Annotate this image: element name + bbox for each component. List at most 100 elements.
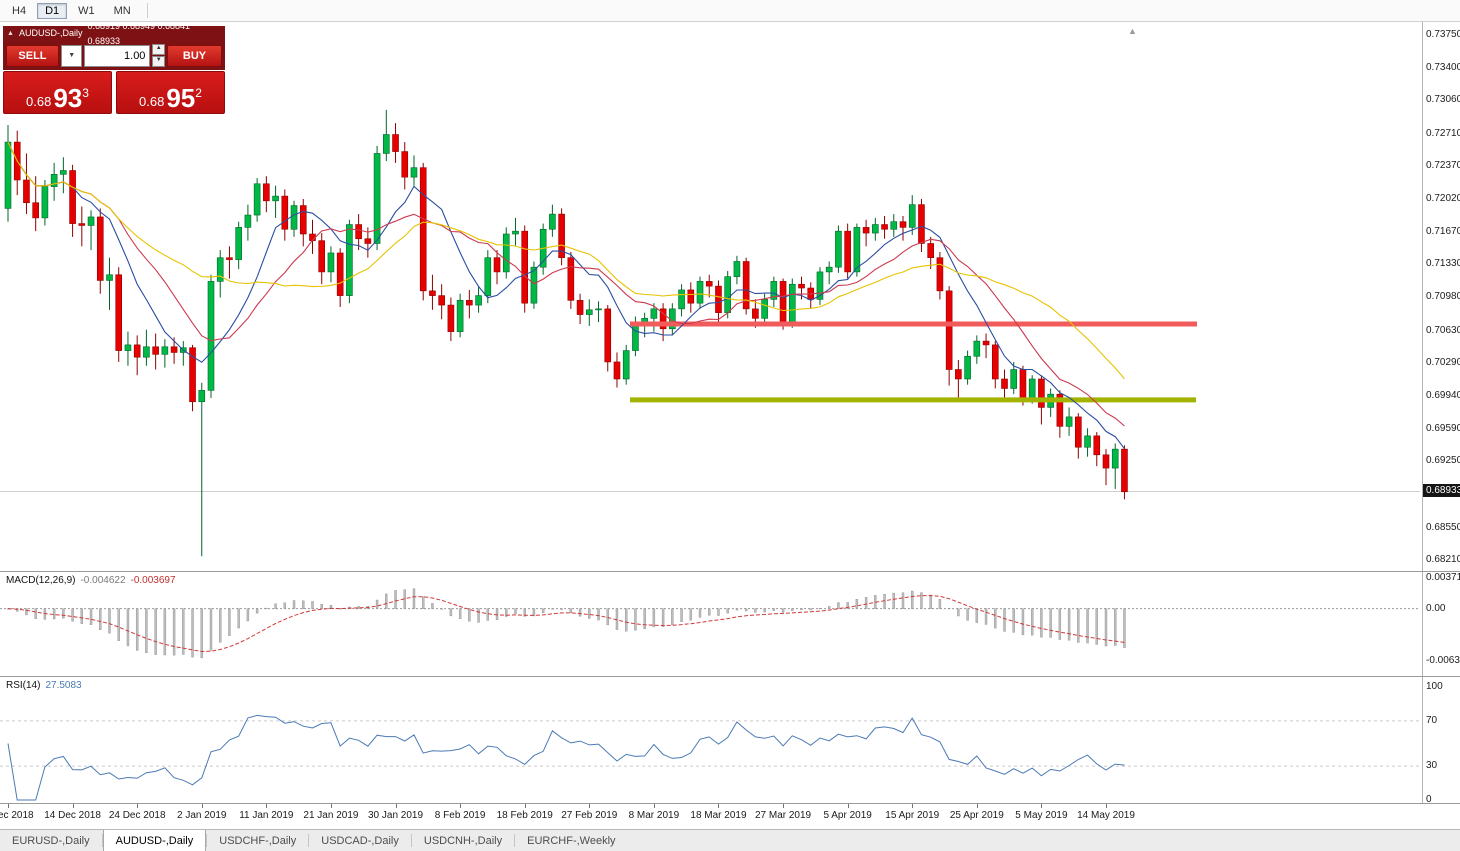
price-axis-label: 0.69590 — [1426, 423, 1460, 435]
date-axis-label: 11 Jan 2019 — [239, 810, 294, 821]
date-tick-mark — [8, 804, 9, 808]
date-tick-mark — [201, 804, 203, 808]
date-tick-mark — [460, 804, 462, 808]
date-tick-mark — [395, 804, 397, 808]
rsi-axis[interactable]: 100 70 30 0 — [1423, 677, 1460, 805]
price-axis-label: 0.73750 — [1426, 29, 1460, 40]
macd-signal-line — [7, 595, 1125, 653]
volume-stepper: ▲ ▼ — [152, 44, 166, 67]
tab-separator — [101, 834, 103, 847]
buy-price-prefix: 0.68 — [139, 94, 165, 109]
timeframe-h4-button[interactable]: H4 — [12, 4, 27, 17]
buy-price-button[interactable]: 0.68 95 2 — [116, 71, 225, 114]
buy-price-main: 95 — [166, 83, 196, 113]
date-axis-label: 27 Feb 2019 — [561, 810, 618, 821]
date-tick-mark — [1106, 804, 1107, 808]
price-chart-canvas[interactable] — [0, 22, 1423, 571]
price-axis-label: 0.71330 — [1426, 258, 1460, 270]
date-axis-label: 2 Jan 2019 — [177, 810, 227, 821]
price-axis-label: 0.72020 — [1426, 192, 1460, 204]
price-axis-label: 0.69250 — [1426, 455, 1460, 467]
date-axis-label: 8 Mar 2019 — [628, 810, 680, 821]
chevron-down-icon: ▼ — [68, 52, 76, 59]
price-axis-label: 0.70630 — [1426, 324, 1460, 336]
macd-indicator-canvas[interactable] — [0, 572, 1423, 676]
collapse-panel-icon[interactable]: ▲ — [7, 30, 14, 37]
volume-increase-button[interactable]: ▲ — [152, 44, 166, 55]
price-axis-label: 0.68550 — [1426, 521, 1460, 533]
panel-separator[interactable] — [0, 571, 1460, 572]
date-tick-mark — [783, 804, 785, 808]
timeframe-d1-button[interactable]: D1 — [37, 2, 68, 19]
rsi-axis-label: 0 — [1426, 794, 1432, 805]
price-tiles-row: 0.68 93 3 0.68 95 2 — [3, 71, 225, 114]
tab-separator — [206, 834, 208, 847]
price-axis-label: 0.73060 — [1426, 94, 1460, 106]
panel-separator[interactable] — [0, 676, 1460, 677]
date-tick-mark — [330, 804, 332, 808]
timeframe-w1-button[interactable]: W1 — [78, 4, 95, 17]
date-tick-mark — [137, 804, 139, 808]
bid-price-tag: 0.68933 — [1423, 484, 1460, 498]
chart-symbol-title: AUDUSD-,Daily — [18, 28, 83, 38]
price-axis-label: 0.72370 — [1426, 159, 1460, 171]
rsi-axis-label: 30 — [1426, 760, 1438, 772]
timeframe-toolbar: H4 D1 W1 MN — [0, 0, 1460, 22]
chart-top-marker-icon[interactable]: ▲ — [1128, 26, 1137, 36]
date-tick-mark — [653, 804, 655, 808]
price-axis[interactable]: 0.68933 0.73750 0.73400 0.73060 0.72710 0.72… — [1423, 22, 1460, 571]
rsi-axis-label: 100 — [1426, 681, 1443, 692]
date-axis-label: 5 Dec 2018 — [0, 810, 34, 821]
tab-usdcnh-daily[interactable]: USDCNH-,Daily — [423, 834, 503, 847]
buy-price-pip: 2 — [195, 86, 202, 100]
macd-axis-label: 0.003718 — [1426, 572, 1460, 583]
order-controls-row: SELL ▼ ▲ ▼ BUY — [3, 41, 225, 70]
date-axis-label: 21 Jan 2019 — [303, 810, 359, 821]
rsi-indicator-canvas[interactable] — [0, 677, 1423, 803]
macd-axis-label: 0.00 — [1426, 602, 1446, 614]
volume-decrease-button[interactable]: ▼ — [152, 56, 166, 67]
volume-input[interactable] — [84, 44, 151, 67]
date-tick-mark — [266, 804, 268, 808]
tab-audusd-daily[interactable]: AUDUSD-,Daily — [102, 830, 207, 851]
date-tick-mark — [1041, 804, 1043, 808]
tab-separator — [410, 834, 412, 847]
tab-separator — [308, 834, 310, 847]
sell-button[interactable]: SELL — [6, 44, 59, 67]
date-tick-mark — [589, 804, 591, 808]
toolbar-separator — [146, 3, 148, 18]
macd-axis[interactable]: 0.003718 0.00 -0.006344 — [1423, 572, 1460, 676]
date-axis[interactable]: 5 Dec 2018 14 Dec 2018 24 Dec 2018 2 Jan 20… — [0, 804, 1460, 829]
price-axis-label: 0.71670 — [1426, 226, 1460, 238]
chart-tab-bar: EURUSD-,Daily AUDUSD-,Daily USDCHF-,Dail… — [0, 829, 1460, 851]
panel-separator — [0, 803, 1460, 804]
ma-8-line — [7, 141, 1125, 450]
tab-eurusd-daily[interactable]: EURUSD-,Daily — [12, 834, 90, 847]
sell-price-pip: 3 — [82, 86, 89, 100]
buy-button[interactable]: BUY — [167, 44, 222, 67]
sell-price-button[interactable]: 0.68 93 3 — [3, 71, 112, 114]
date-axis-label: 24 Dec 2018 — [108, 810, 166, 821]
tab-usdchf-daily[interactable]: USDCHF-,Daily — [219, 834, 297, 847]
price-axis-label: 0.70290 — [1426, 356, 1460, 368]
price-axis-label: 0.72710 — [1426, 127, 1460, 139]
date-axis-label: 27 Mar 2019 — [754, 810, 812, 821]
date-axis-label: 18 Feb 2019 — [496, 810, 553, 821]
date-tick-mark — [524, 804, 526, 808]
tab-usdcad-daily[interactable]: USDCAD-,Daily — [321, 834, 399, 847]
date-axis-label: 8 Feb 2019 — [434, 810, 486, 821]
volume-dropdown[interactable]: ▼ — [60, 44, 83, 67]
tab-eurchf-weekly[interactable]: EURCHF-,Weekly — [527, 834, 616, 847]
date-tick-mark — [718, 804, 720, 808]
macd-label: MACD(12,26,9) -0.004622 -0.003697 — [6, 575, 176, 586]
one-click-trading-panel: ▲ AUDUSD-,Daily 0.68919 0.68949 0.68841 … — [3, 21, 225, 114]
date-tick-mark — [912, 804, 914, 808]
date-axis-label: 5 May 2019 — [1015, 810, 1068, 821]
ma-13-line — [7, 141, 1125, 427]
rsi-axis-label: 70 — [1426, 714, 1438, 726]
date-axis-label: 14 May 2019 — [1077, 810, 1135, 821]
sell-price-main: 93 — [53, 83, 83, 113]
macd-histogram — [6, 588, 1126, 659]
timeframe-mn-button[interactable]: MN — [113, 4, 131, 17]
